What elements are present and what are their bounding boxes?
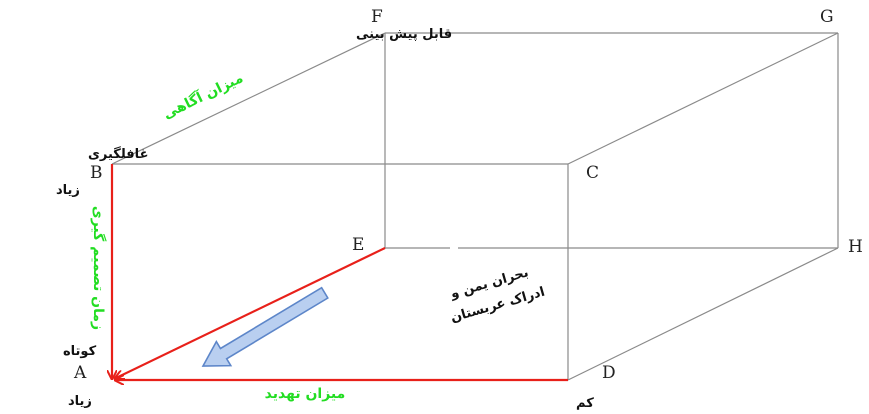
vertex-label-h: H xyxy=(848,237,863,257)
edge-d-h xyxy=(567,247,839,381)
edge-b-f xyxy=(111,32,386,165)
vertex-label-a: A xyxy=(73,363,87,383)
vertex-label-f: F xyxy=(371,7,383,27)
edge-c-g xyxy=(567,32,839,165)
label-much-top: زیاد xyxy=(56,183,80,198)
vertex-label-c: C xyxy=(586,163,599,183)
vertex-label-e: E xyxy=(352,235,364,255)
vertex-label-g: G xyxy=(820,7,834,27)
vertex-label-d: D xyxy=(602,363,616,383)
label-low: کم xyxy=(576,396,594,411)
label-threat-level: میزان تهدید xyxy=(265,386,346,402)
label-predictable: قابل پیش بینی xyxy=(356,27,452,42)
blue-arrow-icon xyxy=(201,286,329,367)
label-awareness: میزان آگاهی xyxy=(160,68,246,122)
edge-gap xyxy=(450,244,458,252)
label-much-bottom: زیاد xyxy=(68,394,92,409)
label-decision-time: زمان تصمیم گیری xyxy=(90,206,107,330)
label-short: کوتاه xyxy=(63,344,97,359)
axis-awareness xyxy=(116,247,386,378)
label-surprise: غافلگیری xyxy=(88,146,148,162)
vertex-label-b: B xyxy=(90,163,103,183)
